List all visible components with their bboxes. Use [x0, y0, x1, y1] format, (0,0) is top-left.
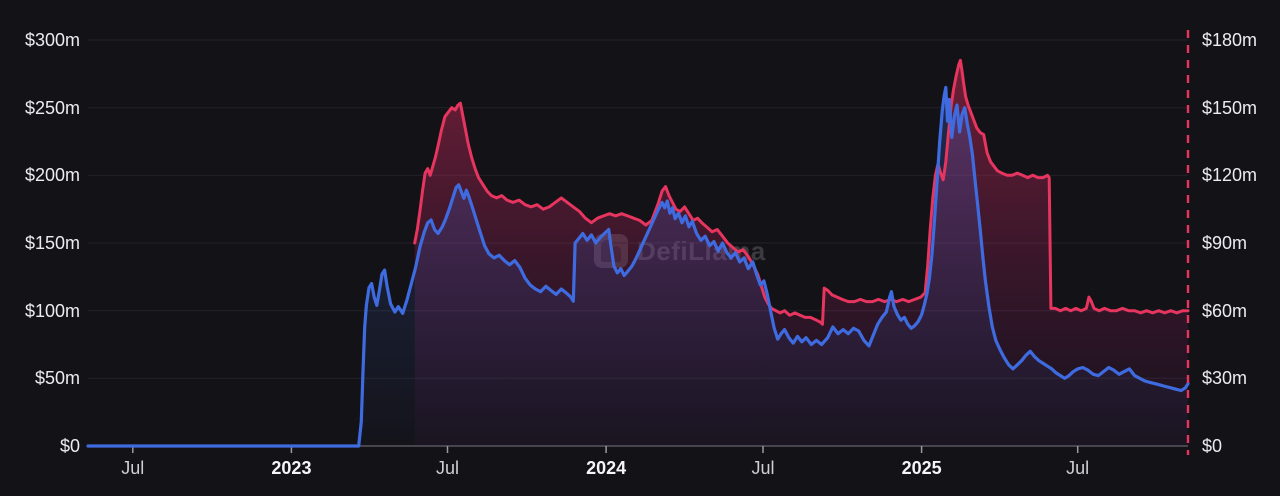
y-axis-right-label: $0 — [1202, 436, 1223, 456]
x-axis-label: 2023 — [271, 458, 312, 478]
y-axis-left-label: $300m — [24, 30, 80, 50]
blue-series-area — [88, 87, 1188, 447]
y-axis-right-label: $60m — [1202, 300, 1248, 321]
y-axis-right-label: $30m — [1202, 368, 1248, 389]
x-axis-label: Jul — [435, 458, 459, 478]
x-axis-label: Jul — [1066, 458, 1090, 478]
y-axis-left-label: $100m — [24, 300, 80, 321]
y-axis-left-label: $250m — [24, 97, 80, 118]
x-axis-label: Jul — [751, 458, 775, 478]
y-axis-left-label: $50m — [34, 368, 80, 389]
y-axis-left-label: $0 — [59, 436, 80, 456]
x-axis-label: Jul — [121, 458, 145, 478]
y-axis-right-label: $150m — [1202, 97, 1258, 118]
y-axis-left-label: $200m — [24, 165, 80, 186]
pink-series-line[interactable] — [413, 58, 1190, 326]
blue-series-line[interactable] — [86, 85, 1190, 448]
y-axis-left-label: $150m — [24, 233, 80, 253]
x-axis-label: 2024 — [586, 458, 627, 478]
y-axis-right-label: $120m — [1202, 165, 1258, 186]
y-axis-right-label: $180m — [1202, 30, 1258, 50]
y-axis-right-label: $90m — [1202, 233, 1248, 253]
x-axis-label: 2025 — [901, 458, 942, 478]
